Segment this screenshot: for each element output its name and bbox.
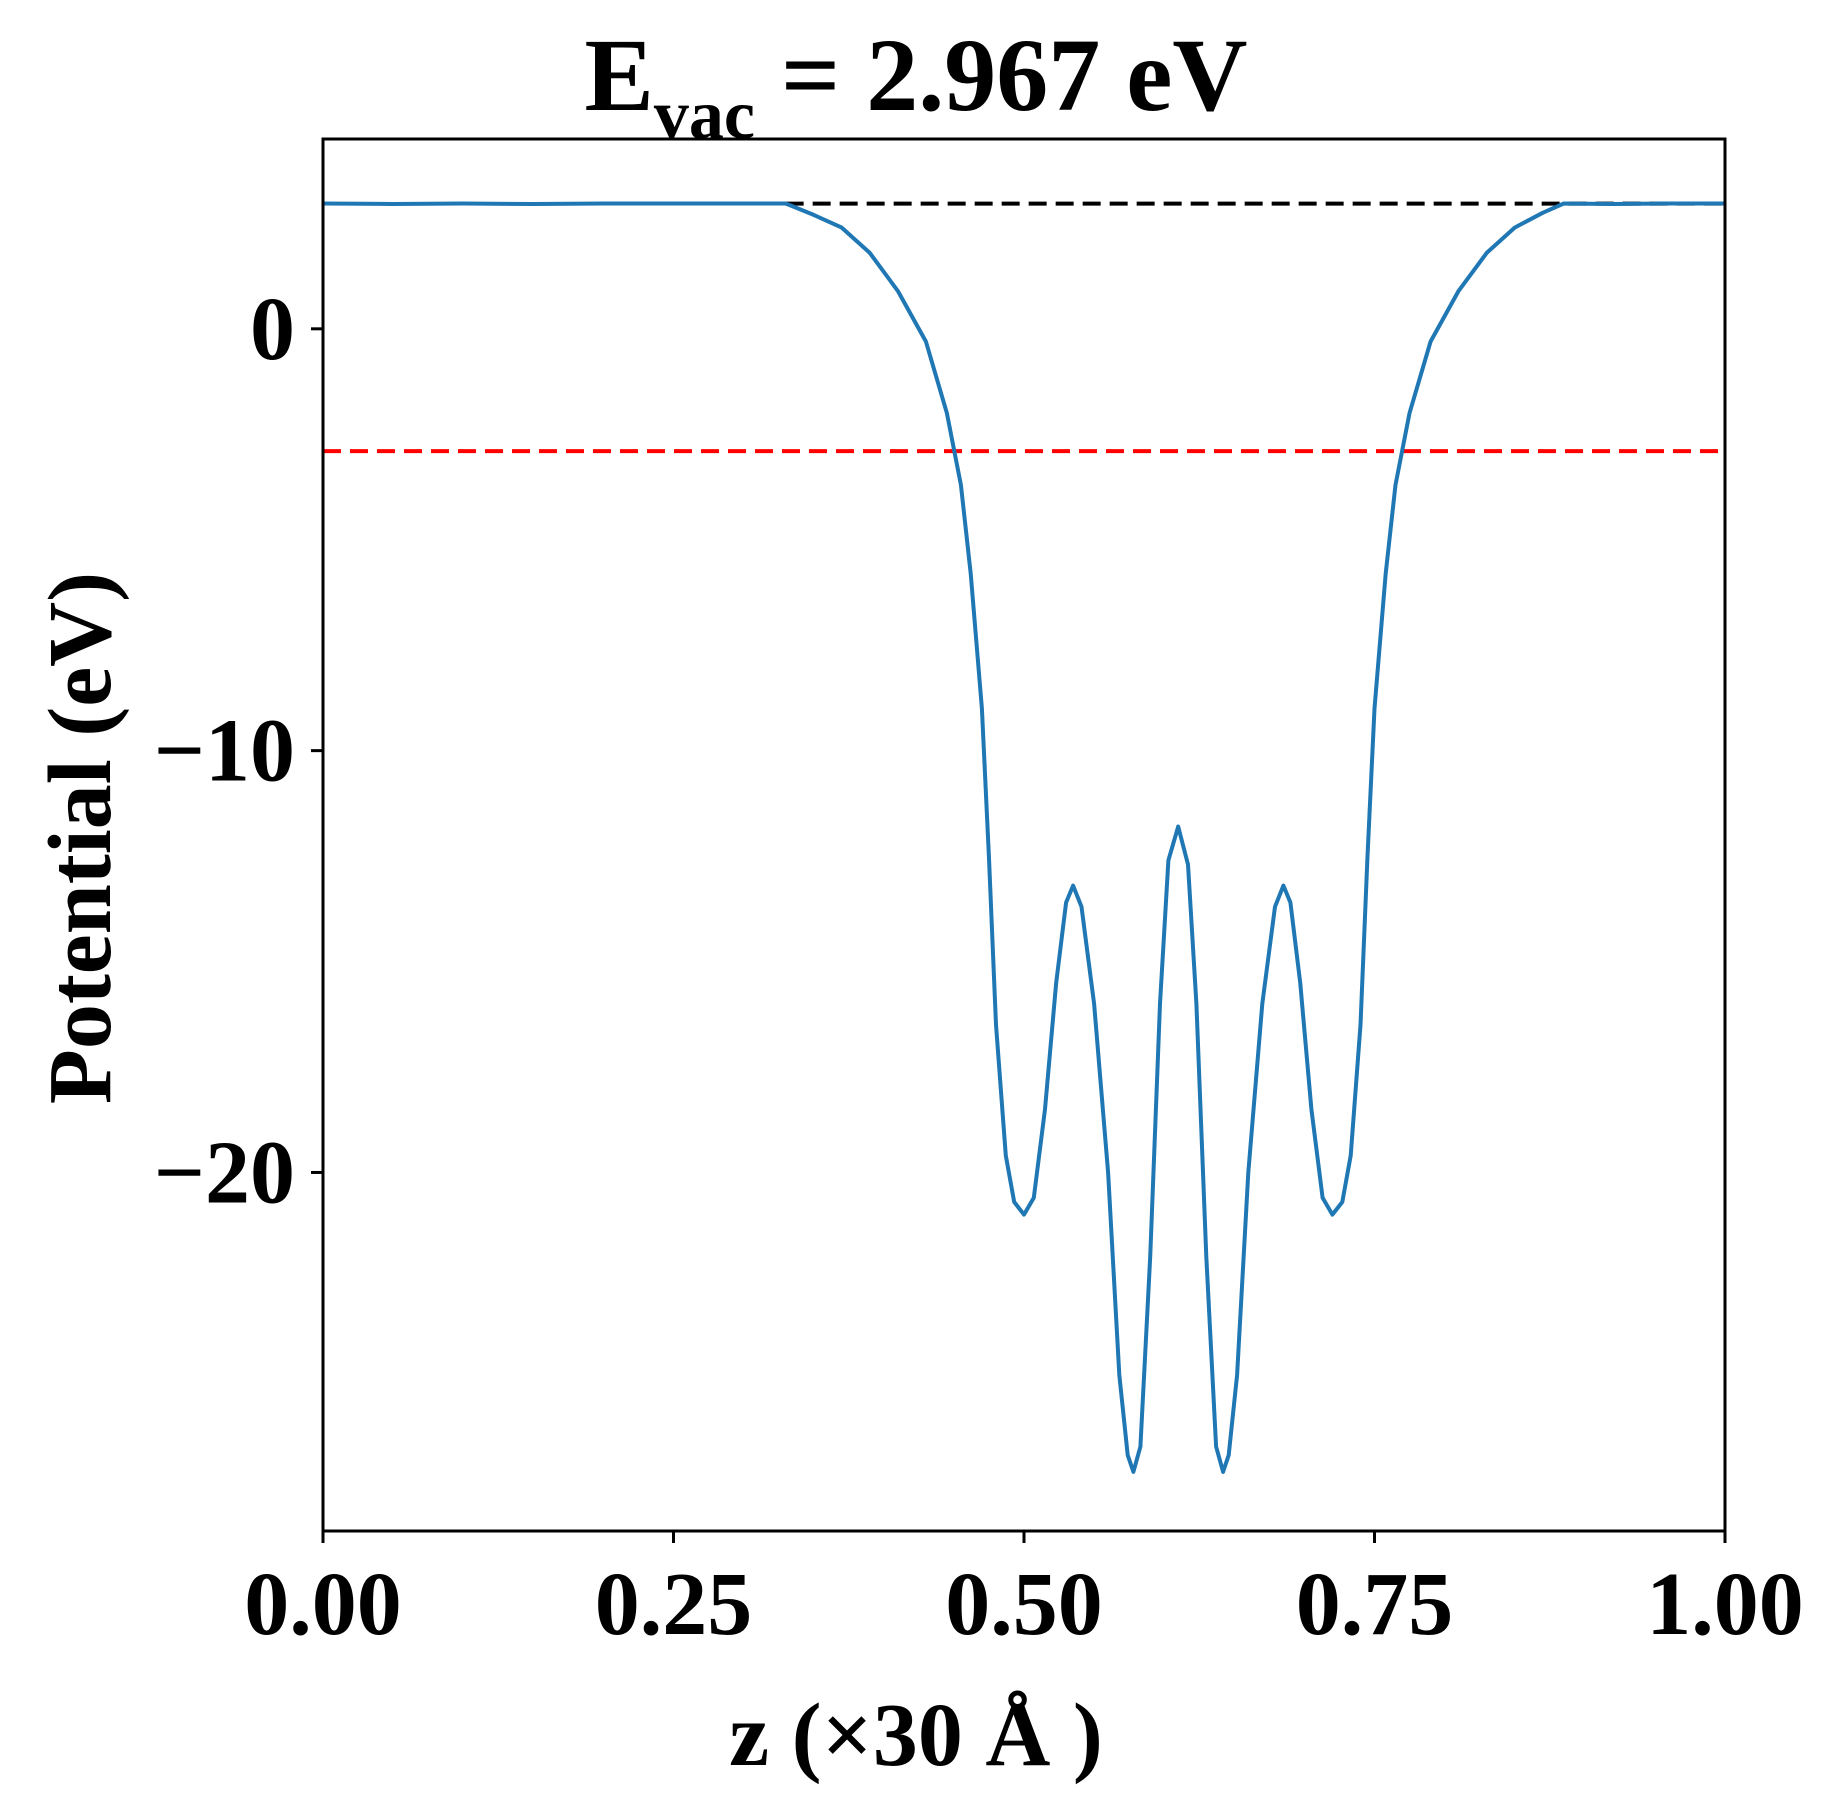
x-tick-label-1: 0.25 xyxy=(595,1555,753,1654)
x-tick-label-4: 1.00 xyxy=(1646,1555,1804,1654)
x-tick-label-3: 0.75 xyxy=(1296,1555,1454,1654)
x-tick-label-0: 0.00 xyxy=(244,1555,402,1654)
series-layer xyxy=(322,201,1725,1474)
reference-lines xyxy=(323,201,1725,454)
y-tick-label-1: −10 xyxy=(154,702,295,801)
title-rest: = 2.967 eV xyxy=(755,18,1248,133)
x-axis-ticks: 0.00 0.25 0.50 0.75 1.00 xyxy=(244,1531,1804,1654)
y-axis-ticks: 0 −10 −20 xyxy=(154,280,323,1222)
y-tick-label-0: 0 xyxy=(250,280,295,379)
series-line-1 xyxy=(322,201,1725,1474)
plot-frame xyxy=(321,137,1727,1533)
x-axis-label: z (×30 Å ) xyxy=(729,1686,1103,1785)
title-main: E xyxy=(585,18,654,133)
y-axis-label: Potential (eV) xyxy=(31,572,130,1104)
title-subscript: vac xyxy=(654,77,755,154)
chart-title: Evac = 2.967 eV xyxy=(585,18,1248,154)
y-tick-label-2: −20 xyxy=(154,1123,295,1222)
x-tick-label-2: 0.50 xyxy=(945,1555,1103,1654)
